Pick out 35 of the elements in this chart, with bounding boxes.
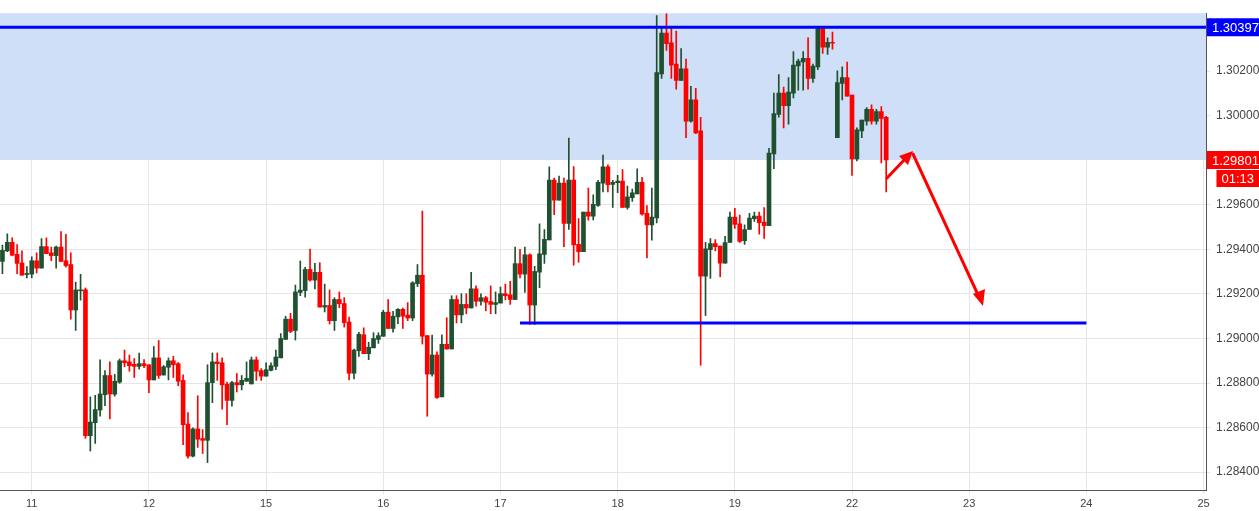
y-tick-label: 1.29400 [1216,241,1259,256]
text: 1.29801 [1212,152,1259,168]
x-tick-label: 22 [845,496,859,509]
y-tick-label: 1.30200 [1216,63,1259,78]
candlestick [463,293,469,315]
candlestick [800,51,806,91]
ref-line-label: 1.30397 [1212,19,1259,35]
candlestick [214,352,220,381]
candlestick [444,317,450,350]
x-tick-label: 12 [142,496,156,509]
x-tick-label: 16 [377,496,390,509]
y-tick-label: 1.28400 [1216,464,1259,479]
candlestick [234,373,240,393]
candlestick [322,283,328,313]
text: 01:13 [1221,170,1255,186]
x-tick-label: 19 [728,496,741,509]
x-tick-label: 23 [963,496,976,509]
x-tick-label: 25 [1197,496,1210,509]
x-tick-label: 24 [1080,496,1093,509]
candlestick [136,352,142,370]
candlestick [195,395,201,448]
x-tick-label: 17 [494,496,507,509]
y-tick-label: 1.28800 [1216,375,1259,390]
x-tick-label: 18 [611,496,624,509]
y-tick-label: 1.29000 [1216,330,1259,345]
y-tick-label: 1.29600 [1216,197,1259,212]
x-tick-label: 15 [259,496,273,509]
candlestick [131,358,137,378]
candlestick [48,246,54,262]
y-tick-label: 1.28600 [1216,419,1259,434]
candlestick [610,179,616,208]
candlestick [507,280,513,305]
y-tick-label: 1.30000 [1216,108,1259,122]
y-tick-label: 1.29200 [1216,286,1259,301]
x-tick-label: 11 [26,496,38,509]
